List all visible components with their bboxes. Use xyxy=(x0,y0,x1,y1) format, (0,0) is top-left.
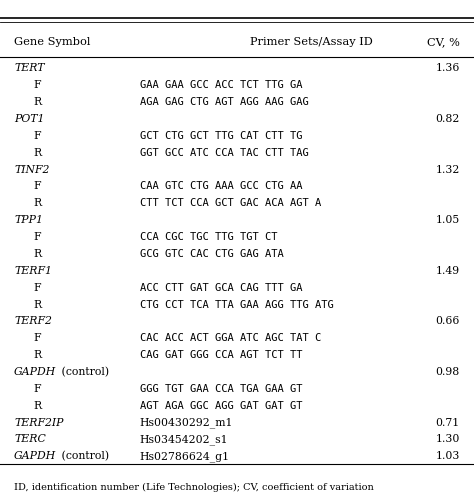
Text: CAA GTC CTG AAA GCC CTG AA: CAA GTC CTG AAA GCC CTG AA xyxy=(140,182,302,191)
Text: 0.66: 0.66 xyxy=(436,316,460,326)
Text: TERF2: TERF2 xyxy=(14,316,52,326)
Text: CTT TCT CCA GCT GAC ACA AGT A: CTT TCT CCA GCT GAC ACA AGT A xyxy=(140,198,321,208)
Text: F: F xyxy=(33,333,41,343)
Text: TERC: TERC xyxy=(14,434,46,444)
Text: R: R xyxy=(33,97,41,107)
Text: 1.03: 1.03 xyxy=(436,451,460,461)
Text: AGA GAG CTG AGT AGG AAG GAG: AGA GAG CTG AGT AGG AAG GAG xyxy=(140,97,309,107)
Text: R: R xyxy=(33,300,41,310)
Text: GAPDH: GAPDH xyxy=(14,367,56,377)
Text: R: R xyxy=(33,198,41,208)
Text: Primer Sets/Assay ID: Primer Sets/Assay ID xyxy=(250,37,373,47)
Text: ID, identification number (Life Technologies); CV, coefficient of variation: ID, identification number (Life Technolo… xyxy=(14,483,374,492)
Text: (control): (control) xyxy=(58,367,109,377)
Text: ACC CTT GAT GCA CAG TTT GA: ACC CTT GAT GCA CAG TTT GA xyxy=(140,283,302,293)
Text: R: R xyxy=(33,148,41,158)
Text: 1.49: 1.49 xyxy=(436,266,460,276)
Text: R: R xyxy=(33,249,41,259)
Text: POT1: POT1 xyxy=(14,114,45,124)
Text: GAPDH: GAPDH xyxy=(14,451,56,461)
Text: F: F xyxy=(33,80,41,90)
Text: CAG GAT GGG CCA AGT TCT TT: CAG GAT GGG CCA AGT TCT TT xyxy=(140,350,302,360)
Text: 1.05: 1.05 xyxy=(436,215,460,225)
Text: F: F xyxy=(33,131,41,141)
Text: TERT: TERT xyxy=(14,63,45,73)
Text: CCA CGC TGC TTG TGT CT: CCA CGC TGC TTG TGT CT xyxy=(140,232,277,242)
Text: Hs03454202_s1: Hs03454202_s1 xyxy=(140,434,228,445)
Text: GAA GAA GCC ACC TCT TTG GA: GAA GAA GCC ACC TCT TTG GA xyxy=(140,80,302,90)
Text: GCG GTC CAC CTG GAG ATA: GCG GTC CAC CTG GAG ATA xyxy=(140,249,283,259)
Text: 1.32: 1.32 xyxy=(436,165,460,175)
Text: TERF1: TERF1 xyxy=(14,266,52,276)
Text: F: F xyxy=(33,283,41,293)
Text: CV, %: CV, % xyxy=(427,37,460,47)
Text: 0.82: 0.82 xyxy=(436,114,460,124)
Text: TERF2IP: TERF2IP xyxy=(14,418,64,428)
Text: 0.71: 0.71 xyxy=(436,418,460,428)
Text: CAC ACC ACT GGA ATC AGC TAT C: CAC ACC ACT GGA ATC AGC TAT C xyxy=(140,333,321,343)
Text: F: F xyxy=(33,232,41,242)
Text: R: R xyxy=(33,350,41,360)
Text: 1.36: 1.36 xyxy=(436,63,460,73)
Text: TINF2: TINF2 xyxy=(14,165,50,175)
Text: GGT GCC ATC CCA TAC CTT TAG: GGT GCC ATC CCA TAC CTT TAG xyxy=(140,148,309,158)
Text: GCT CTG GCT TTG CAT CTT TG: GCT CTG GCT TTG CAT CTT TG xyxy=(140,131,302,141)
Text: GGG TGT GAA CCA TGA GAA GT: GGG TGT GAA CCA TGA GAA GT xyxy=(140,384,302,394)
Text: (control): (control) xyxy=(58,451,109,461)
Text: 0.98: 0.98 xyxy=(436,367,460,377)
Text: R: R xyxy=(33,401,41,411)
Text: F: F xyxy=(33,182,41,191)
Text: 1.30: 1.30 xyxy=(436,434,460,444)
Text: CTG CCT TCA TTA GAA AGG TTG ATG: CTG CCT TCA TTA GAA AGG TTG ATG xyxy=(140,300,334,310)
Text: Gene Symbol: Gene Symbol xyxy=(14,37,91,47)
Text: Hs02786624_g1: Hs02786624_g1 xyxy=(140,451,230,462)
Text: F: F xyxy=(33,384,41,394)
Text: AGT AGA GGC AGG GAT GAT GT: AGT AGA GGC AGG GAT GAT GT xyxy=(140,401,302,411)
Text: TPP1: TPP1 xyxy=(14,215,43,225)
Text: Hs00430292_m1: Hs00430292_m1 xyxy=(140,417,233,428)
